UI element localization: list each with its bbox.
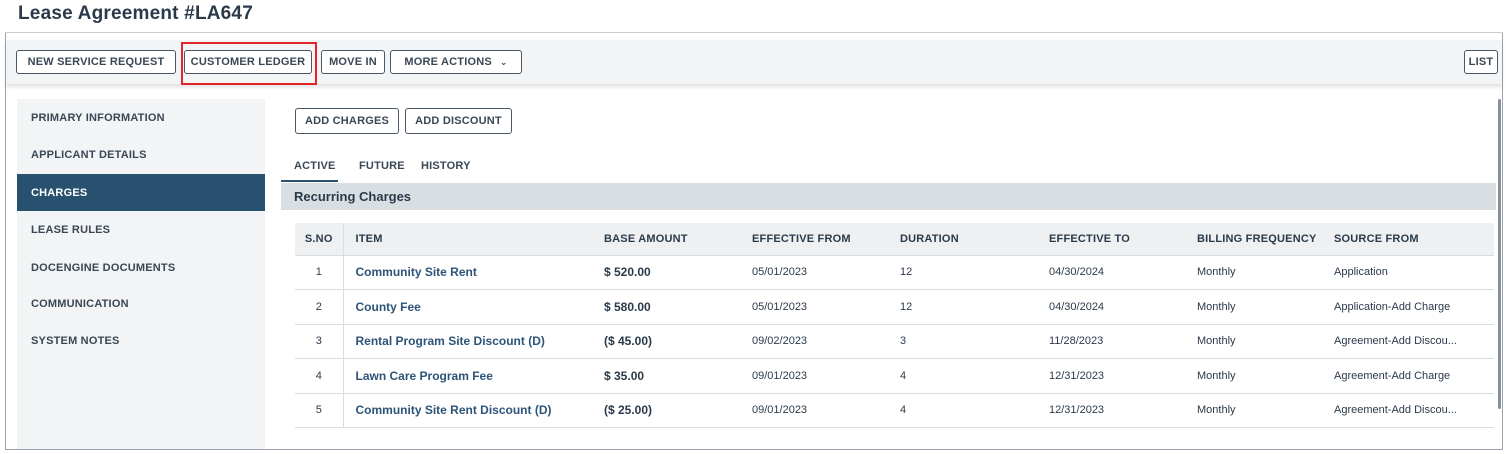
more-actions-label: MORE ACTIONS: [404, 56, 492, 68]
source-from-text: Agreement-Add Discou...: [1334, 404, 1457, 417]
cell-duration: 3: [888, 324, 1037, 359]
source-from-text: Application: [1334, 266, 1388, 279]
column-header-billing-frequency: BILLING FREQUENCY: [1185, 223, 1322, 256]
cell-item: Lawn Care Program Fee: [343, 358, 592, 394]
sidebar: PRIMARY INFORMATION APPLICANT DETAILS CH…: [17, 99, 265, 449]
vertical-scrollbar[interactable]: [1498, 99, 1501, 409]
cell-base-amount: ($ 45.00): [592, 324, 740, 359]
cell-billing-frequency: Monthly: [1185, 324, 1322, 359]
source-from-text: Agreement-Add Discou...: [1334, 335, 1457, 348]
column-header-source-from: SOURCE FROM: [1322, 223, 1494, 256]
cell-sno: 5: [295, 393, 344, 428]
customer-ledger-button[interactable]: CUSTOMER LEDGER: [184, 50, 312, 74]
cell-effective-to: 11/28/2023: [1037, 324, 1185, 359]
cell-duration: 4: [888, 393, 1037, 428]
column-header-base-amount: BASE AMOUNT: [592, 223, 740, 256]
cell-effective-from: 05/01/2023: [740, 289, 888, 325]
cell-duration: 12: [888, 289, 1037, 325]
cell-duration: 12: [888, 255, 1037, 290]
item-link[interactable]: Community Site Rent Discount (D): [355, 403, 552, 418]
cell-item: Community Site Rent Discount (D): [343, 393, 592, 428]
tab-history[interactable]: HISTORY: [421, 160, 471, 172]
cell-sno: 1: [295, 255, 344, 290]
table-row: 1 Community Site Rent $ 520.00 05/01/202…: [295, 255, 1494, 290]
divider: [5, 32, 1503, 33]
column-header-effective-to: EFFECTIVE TO: [1037, 223, 1185, 256]
cell-effective-from: 09/01/2023: [740, 393, 888, 428]
action-toolbar: NEW SERVICE REQUEST CUSTOMER LEDGER MOVE…: [6, 40, 1502, 84]
cell-source-from: Agreement-Add Charge: [1322, 358, 1494, 394]
cell-billing-frequency: Monthly: [1185, 358, 1322, 394]
column-header-item: ITEM: [343, 223, 592, 256]
sidebar-item-lease-rules[interactable]: LEASE RULES: [31, 223, 111, 236]
cell-sno: 4: [295, 358, 344, 394]
table-row: 3 Rental Program Site Discount (D) ($ 45…: [295, 324, 1494, 359]
cell-billing-frequency: Monthly: [1185, 255, 1322, 290]
cell-effective-from: 05/01/2023: [740, 255, 888, 290]
cell-duration: 4: [888, 358, 1037, 394]
add-charges-button[interactable]: ADD CHARGES: [295, 108, 399, 134]
cell-base-amount: $ 35.00: [592, 358, 740, 394]
table-header-row: S.NO ITEM BASE AMOUNT EFFECTIVE FROM DUR…: [295, 223, 1494, 256]
more-actions-dropdown[interactable]: MORE ACTIONS ⌄: [390, 50, 522, 74]
cell-source-from: Agreement-Add Discou...: [1322, 393, 1494, 428]
item-link[interactable]: Community Site Rent: [355, 265, 477, 280]
cell-base-amount: ($ 25.00): [592, 393, 740, 428]
table-row: 4 Lawn Care Program Fee $ 35.00 09/01/20…: [295, 358, 1494, 394]
cell-sno: 2: [295, 289, 344, 325]
cell-effective-from: 09/01/2023: [740, 358, 888, 394]
cell-item: Rental Program Site Discount (D): [343, 324, 592, 359]
page-frame: [5, 32, 1503, 450]
tab-active[interactable]: ACTIVE: [294, 160, 336, 172]
move-in-button[interactable]: MOVE IN: [321, 50, 385, 74]
item-link[interactable]: Lawn Care Program Fee: [355, 368, 493, 383]
sidebar-item-primary-information[interactable]: PRIMARY INFORMATION: [31, 111, 165, 124]
cell-base-amount: $ 520.00: [592, 255, 740, 290]
cell-effective-from: 09/02/2023: [740, 324, 888, 359]
cell-billing-frequency: Monthly: [1185, 289, 1322, 325]
sidebar-item-docengine-documents[interactable]: DOCENGINE DOCUMENTS: [31, 261, 176, 274]
chevron-down-icon: ⌄: [499, 56, 508, 67]
page-title: Lease Agreement #LA647: [18, 3, 253, 24]
tab-future[interactable]: FUTURE: [359, 160, 405, 172]
cell-item: County Fee: [343, 289, 592, 325]
cell-source-from: Application: [1322, 255, 1494, 290]
cell-base-amount: $ 580.00: [592, 289, 740, 325]
cell-effective-to: 12/31/2023: [1037, 393, 1185, 428]
column-header-effective-from: EFFECTIVE FROM: [740, 223, 888, 256]
sidebar-item-communication[interactable]: COMMUNICATION: [31, 297, 129, 310]
source-from-text: Agreement-Add Charge: [1334, 369, 1451, 382]
section-title: Recurring Charges: [281, 183, 1496, 210]
charges-panel: ADD CHARGES ADD DISCOUNT ACTIVE FUTURE H…: [281, 99, 1496, 449]
table-row: 2 County Fee $ 580.00 05/01/2023 12 04/3…: [295, 289, 1494, 325]
new-service-request-button[interactable]: NEW SERVICE REQUEST: [16, 50, 176, 74]
sidebar-item-charges[interactable]: CHARGES: [17, 174, 265, 211]
cell-item: Community Site Rent: [343, 255, 592, 290]
cell-effective-to: 04/30/2024: [1037, 255, 1185, 290]
table-row: 5 Community Site Rent Discount (D) ($ 25…: [295, 393, 1494, 428]
item-link[interactable]: County Fee: [355, 299, 421, 314]
recurring-charges-table: S.NO ITEM BASE AMOUNT EFFECTIVE FROM DUR…: [295, 223, 1494, 428]
list-button[interactable]: LIST: [1464, 50, 1498, 74]
column-header-duration: DURATION: [888, 223, 1037, 256]
item-link[interactable]: Rental Program Site Discount (D): [355, 334, 545, 349]
cell-sno: 3: [295, 324, 344, 359]
cell-billing-frequency: Monthly: [1185, 393, 1322, 428]
active-tab-indicator: [281, 180, 338, 182]
sidebar-item-applicant-details[interactable]: APPLICANT DETAILS: [31, 148, 147, 161]
cell-source-from: Application-Add Charge: [1322, 289, 1494, 325]
cell-effective-to: 12/31/2023: [1037, 358, 1185, 394]
source-from-text: Application-Add Charge: [1334, 300, 1451, 313]
column-header-sno: S.NO: [295, 223, 344, 256]
charges-tabs: ACTIVE FUTURE HISTORY: [281, 151, 1496, 182]
cell-effective-to: 04/30/2024: [1037, 289, 1185, 325]
sidebar-item-system-notes[interactable]: SYSTEM NOTES: [31, 334, 120, 347]
highlight-box: [181, 42, 317, 85]
cell-source-from: Agreement-Add Discou...: [1322, 324, 1494, 359]
add-discount-button[interactable]: ADD DISCOUNT: [405, 108, 512, 134]
